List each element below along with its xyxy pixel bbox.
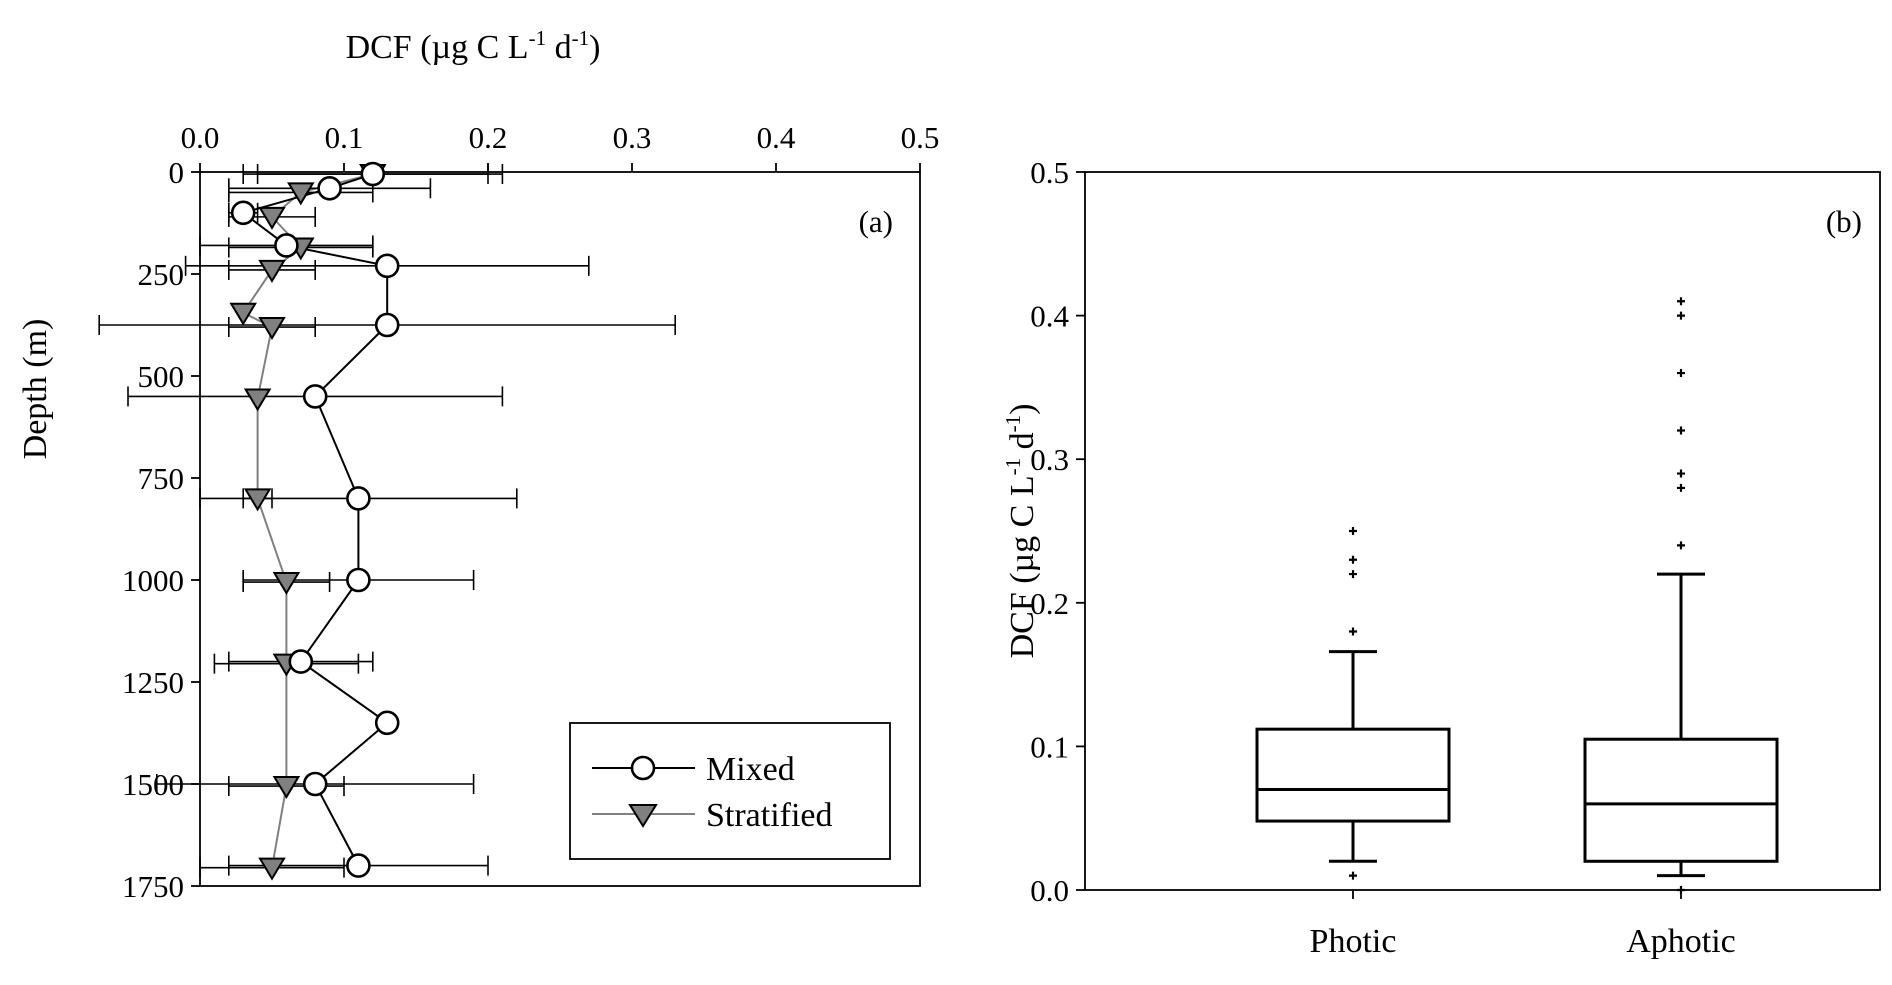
mixed-point xyxy=(302,384,328,409)
panel-a-x-axis-title: DCF (µg C L-1 d-1) xyxy=(346,26,601,66)
aphotic-outlier-point xyxy=(1677,886,1685,894)
x-tick-label: 0.1 xyxy=(325,120,364,155)
mixed-point xyxy=(346,567,371,593)
legend-stratified-label: Stratified xyxy=(706,797,833,834)
category-label-aphotic: Aphotic xyxy=(1626,923,1736,960)
mixed-point xyxy=(360,161,386,187)
panel-b-plot-frame xyxy=(1084,171,1881,891)
stratified-point xyxy=(258,206,286,230)
panel-a-depth-profile: DCF (µg C L-1 d-1) Depth (m) 0.0 0.1 0.2 0.… xyxy=(17,26,939,904)
y-tick-label: 0.0 xyxy=(1030,873,1069,908)
stratified-point xyxy=(287,182,315,206)
x-tick-label: 0.5 xyxy=(901,120,940,155)
panel-a-label: (a) xyxy=(859,204,893,239)
stratified-point xyxy=(258,317,286,340)
panel-a-axes: 0.0 0.1 0.2 0.3 0.4 0.50250500750100012501500… xyxy=(122,120,939,904)
y-tick-label: 1250 xyxy=(122,665,184,700)
y-tick-label: 0.1 xyxy=(1030,729,1069,764)
y-tick-label: 500 xyxy=(138,359,185,394)
y-tick-label: 250 xyxy=(138,257,185,292)
stratified-point xyxy=(258,857,286,881)
legend-box xyxy=(569,722,891,860)
panel-b-boxes xyxy=(1255,297,1779,894)
mixed-point xyxy=(288,649,314,674)
stratified-point xyxy=(229,302,257,326)
photic-outlier-point xyxy=(1349,527,1357,535)
aphotic-outlier-point xyxy=(1677,297,1685,306)
aphotic-box xyxy=(1583,737,1779,863)
mixed-point xyxy=(230,200,256,226)
y-tick-label: 0 xyxy=(169,155,185,190)
panel-b-axes: 0.0 0.1 0.2 0.3 0.4 0.5 Photic Aphotic xyxy=(1030,155,1881,960)
aphotic-outlier-point xyxy=(1677,369,1685,378)
mixed-point xyxy=(346,853,371,878)
mixed-point xyxy=(374,710,400,736)
x-tick-label: 0.2 xyxy=(469,120,508,155)
stratified-point xyxy=(258,259,286,283)
y-tick-label: 0.2 xyxy=(1030,586,1069,621)
aphotic-outlier-point xyxy=(1677,469,1685,478)
y-tick-label: 0.3 xyxy=(1030,442,1069,477)
mixed-point xyxy=(374,312,400,338)
stratified-point xyxy=(272,572,301,595)
photic-outlier-point xyxy=(1349,871,1357,880)
mixed-point xyxy=(374,253,400,279)
legend-mixed-marker xyxy=(630,755,656,781)
category-label-photic: Photic xyxy=(1310,923,1397,960)
photic-outlier-point xyxy=(1349,627,1357,636)
photic-box xyxy=(1255,727,1451,823)
stratified-series-line xyxy=(241,173,374,868)
mixed-point xyxy=(346,486,371,511)
stratified-point xyxy=(243,488,272,512)
panel-a-plot-frame xyxy=(199,171,921,887)
panel-a-y-axis-title: Depth (m) xyxy=(17,319,54,460)
aphotic-outlier-point xyxy=(1677,311,1685,320)
panel-b-y-axis-title: DCF (µg C L-1 d-1) xyxy=(1001,404,1041,659)
photic-outlier-point xyxy=(1349,570,1357,579)
x-tick-label: 0.4 xyxy=(757,120,796,155)
aphotic-outlier-point xyxy=(1677,483,1685,492)
x-tick-label: 0.0 xyxy=(181,120,220,155)
aphotic-outlier-point xyxy=(1677,541,1685,550)
mixed-point xyxy=(274,233,299,258)
y-tick-label: 1750 xyxy=(122,869,184,904)
panel-b-boxplot: DCF (µg C L-1 d-1) 0.0 0.1 0.2 0.3 0.4 0.5 Pho… xyxy=(1001,155,1881,960)
legend-mixed-label: Mixed xyxy=(706,751,795,788)
y-tick-label: 0.4 xyxy=(1030,299,1069,334)
mixed-point xyxy=(317,176,342,201)
legend-stratified-marker xyxy=(628,804,658,828)
x-tick-label: 0.3 xyxy=(613,120,652,155)
aphotic-outlier-point xyxy=(1677,426,1685,435)
panel-b-label: (b) xyxy=(1826,204,1862,239)
panel-a-series xyxy=(98,161,677,881)
y-tick-label: 0.5 xyxy=(1030,155,1069,190)
stratified-point xyxy=(243,388,272,412)
y-tick-label: 750 xyxy=(138,461,185,496)
photic-outlier-point xyxy=(1349,555,1357,564)
mixed-point xyxy=(302,771,328,797)
y-tick-label: 1000 xyxy=(122,563,184,598)
stratified-point xyxy=(272,776,301,799)
legend: Mixed Stratified xyxy=(569,722,891,860)
